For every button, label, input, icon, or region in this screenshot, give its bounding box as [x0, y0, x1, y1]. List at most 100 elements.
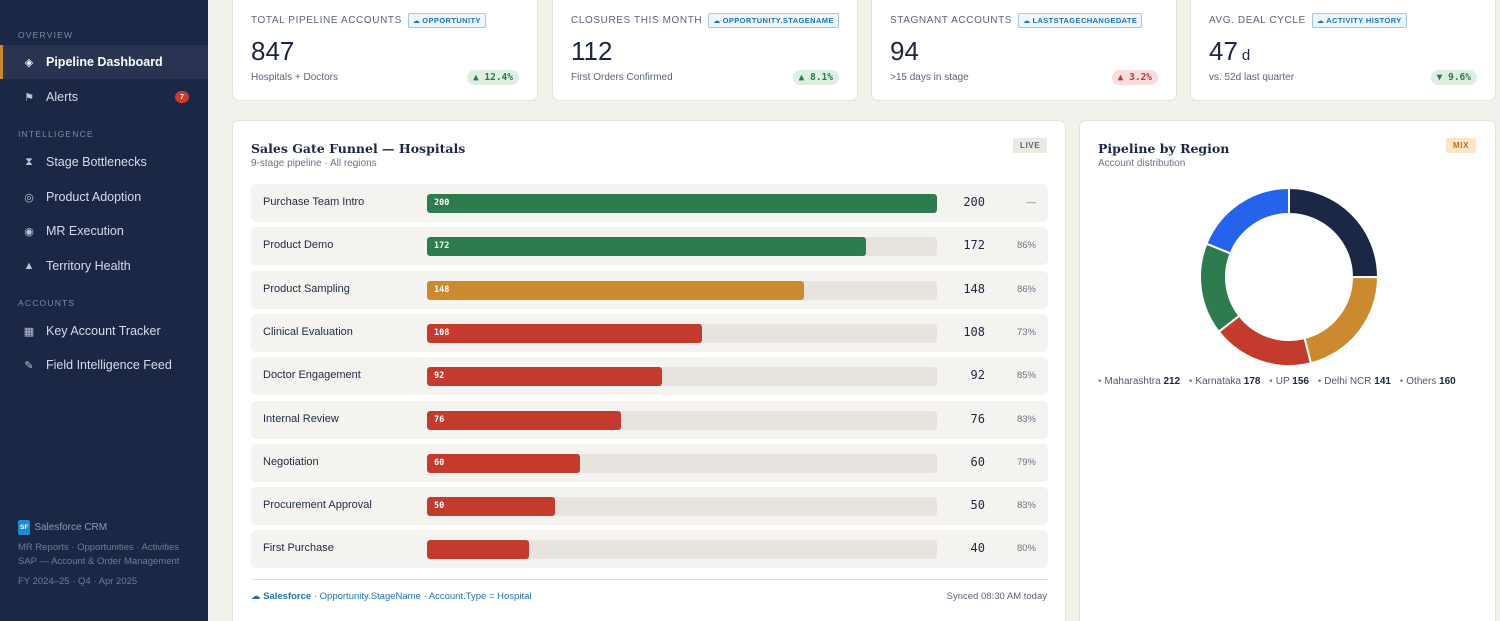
funnel-bar: 50 [427, 497, 555, 517]
funnel-conversion: 86% [1016, 240, 1036, 252]
funnel-stage-name: Internal Review [263, 412, 339, 425]
funnel-stage-name: Procurement Approval [263, 499, 372, 512]
kpi-number: 847 [251, 36, 295, 66]
funnel-conversion: 79% [1016, 456, 1036, 468]
donut-slice-karnataka[interactable] [1303, 276, 1380, 365]
kpi-value: 847 [251, 36, 519, 68]
cloud-icon: ☁ [1316, 18, 1325, 25]
sidebar-item-key-account-tracker[interactable]: ▦ Key Account Tracker [0, 314, 208, 348]
source-tag: ☁ LASTSTAGECHANGEDATE [1018, 13, 1143, 28]
funnel-count: 50 [970, 498, 985, 513]
kpi-card-stagnant[interactable]: STAGNANT ACCOUNTS ☁ LASTSTAGECHANGEDATE 9… [871, 0, 1177, 101]
kpi-card-total-pipeline[interactable]: TOTAL PIPELINE ACCOUNTS ☁ OPPORTUNITY 847… [232, 0, 538, 101]
funnel-bar-label: 148 [434, 284, 450, 295]
kpi-card-closures[interactable]: CLOSURES THIS MONTH ☁ OPPORTUNITY.STAGENA… [552, 0, 858, 101]
funnel-bar: 60 [427, 453, 580, 473]
source-fields: · Opportunity.StageName · Account.Type =… [313, 591, 532, 602]
kpi-number: 112 [571, 36, 613, 66]
sidebar-item-label: Pipeline Dashboard [46, 55, 163, 69]
region-panel: Pipeline by Region Account distribution … [1079, 120, 1496, 621]
crm-name: Salesforce CRM [34, 522, 108, 533]
funnel-bar-label: 92 [434, 371, 445, 382]
donut-slice-maharashtra[interactable] [1288, 186, 1380, 279]
funnel-row[interactable]: Negotiation 60 60 79% [251, 443, 1048, 482]
funnel-row[interactable]: Doctor Engagement 92 92 85% [251, 357, 1048, 396]
funnel-row[interactable]: Product Sampling 148 148 86% [251, 270, 1048, 309]
funnel-conversion: 85% [1016, 370, 1036, 382]
sidebar-item-label: Key Account Tracker [46, 324, 161, 338]
legend-item: • Others 160 [1399, 376, 1456, 387]
sidebar-item-pipeline-dashboard[interactable]: ◈ Pipeline Dashboard [0, 45, 208, 79]
sidebar-item-product-adoption[interactable]: ◎ Product Adoption [0, 180, 208, 214]
funnel-bar-track: 200 [427, 194, 937, 213]
sidebar-item-stage-bottlenecks[interactable]: ⧗ Stage Bottlenecks [0, 145, 208, 179]
funnel-stage-name: Doctor Engagement [263, 369, 361, 382]
funnel-conversion: 83% [1016, 500, 1036, 512]
source-tag-label: OPPORTUNITY.STAGENAME [722, 16, 834, 25]
funnel-row[interactable]: First Purchase 40 80% [251, 530, 1048, 569]
kpi-delta-badge: ▲ 8.1% [792, 70, 839, 85]
funnel-count: 108 [963, 324, 985, 339]
sidebar-item-label: Product Adoption [46, 190, 142, 204]
funnel-count: 172 [963, 238, 985, 253]
footer-source-line: SAP — Account & Order Management [18, 556, 180, 567]
grid-icon: ▦ [23, 325, 35, 338]
funnel-row[interactable]: Internal Review 76 76 83% [251, 400, 1048, 439]
pencil-icon: ✎ [24, 359, 34, 372]
kpi-number: 94 [890, 36, 919, 66]
funnel-bar-track: 108 [427, 323, 937, 343]
kpi-title: AVG. DEAL CYCLE [1209, 15, 1306, 26]
source-tag-label: ACTIVITY HISTORY [1326, 16, 1402, 25]
funnel-count: 148 [963, 281, 985, 296]
sidebar-section-overview: OVERVIEW [18, 30, 74, 40]
kpi-delta-badge: ▲ 12.4% [466, 70, 519, 85]
sidebar-item-label: Territory Health [46, 259, 131, 273]
funnel-count: 60 [970, 454, 985, 469]
sidebar-item-field-intelligence-feed[interactable]: ✎ Field Intelligence Feed [0, 348, 208, 382]
donut-slice-others[interactable] [1205, 186, 1290, 255]
source-tag: ☁ ACTIVITY HISTORY [1311, 13, 1407, 28]
kpi-value: 47 d [1209, 36, 1477, 68]
funnel-bar-track: 148 [427, 280, 937, 300]
hourglass-icon: ⧗ [25, 155, 33, 168]
funnel-row[interactable]: Procurement Approval 50 50 83% [251, 487, 1048, 526]
flag-icon: ⚑ [24, 91, 34, 104]
sidebar-section-intelligence: INTELLIGENCE [18, 129, 94, 139]
sidebar-item-mr-execution[interactable]: ◉ MR Execution [0, 214, 208, 248]
funnel-bar: 148 [427, 280, 805, 300]
legend-item: • UP 156 [1269, 376, 1309, 387]
panel-title: Pipeline by Region [1098, 141, 1230, 156]
salesforce-link[interactable]: Salesforce [263, 591, 312, 602]
divider [251, 579, 1048, 580]
donut-slice-delhi-ncr[interactable] [1199, 242, 1241, 334]
funnel-conversion: — [1026, 197, 1037, 208]
live-badge: LIVE [1013, 138, 1048, 153]
sidebar-item-label: Alerts [46, 90, 78, 104]
cloud-icon: ☁ [1023, 18, 1031, 25]
cloud-icon: ☁ [251, 591, 261, 602]
donut-slice-up[interactable] [1217, 314, 1313, 367]
funnel-stage-name: Negotiation [263, 455, 319, 468]
sync-status: Synced 08:30 AM today [946, 591, 1047, 602]
funnel-stage-name: First Purchase [263, 542, 334, 555]
fiscal-period: FY 2024–25 · Q4 · Apr 2025 [18, 576, 138, 587]
panel-title: Sales Gate Funnel — Hospitals [251, 141, 466, 156]
funnel-bar: 172 [427, 237, 866, 257]
funnel-conversion: 83% [1016, 413, 1036, 425]
funnel-row[interactable]: Clinical Evaluation 108 108 73% [251, 313, 1048, 352]
sidebar-item-territory-health[interactable]: ▲ Territory Health [0, 249, 208, 283]
kpi-subtitle: Hospitals + Doctors [251, 72, 338, 83]
triangle-icon: ▲ [23, 260, 35, 272]
funnel-row[interactable]: Product Demo 172 172 86% [251, 227, 1048, 266]
source-tag-label: LASTSTAGECHANGEDATE [1032, 16, 1138, 25]
funnel-row[interactable]: Purchase Team Intro 200 200 — [251, 184, 1048, 222]
funnel-conversion: 80% [1016, 543, 1036, 555]
sidebar-item-alerts[interactable]: ⚑ Alerts 7 [0, 80, 208, 114]
mix-badge: MIX [1446, 138, 1477, 153]
kpi-card-deal-cycle[interactable]: AVG. DEAL CYCLE ☁ ACTIVITY HISTORY 47 d vs… [1190, 0, 1496, 101]
funnel-count: 200 [963, 195, 985, 209]
funnel-stage-name: Clinical Evaluation [263, 325, 353, 338]
alerts-count-badge: 7 [175, 91, 189, 103]
sidebar-footer: SF Salesforce CRM MR Reports · Opportunit… [18, 520, 198, 588]
kpi-value: 94 [890, 36, 1158, 68]
